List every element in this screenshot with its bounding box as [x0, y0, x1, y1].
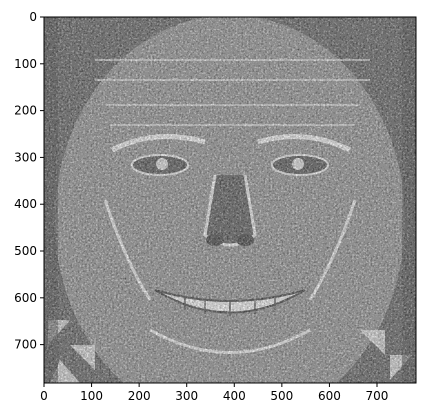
x-tick-label: 500: [270, 389, 293, 403]
x-tick-label: 400: [223, 389, 246, 403]
image-panel: [44, 17, 416, 383]
x-axis: 0 100 200 300 400 500 600 700: [40, 383, 388, 403]
x-tick-label: 700: [366, 389, 389, 403]
x-tick-label: 0: [40, 389, 48, 403]
y-tick-label: 600: [14, 291, 37, 305]
x-tick-label: 100: [80, 389, 103, 403]
y-tick-label: 400: [14, 197, 37, 211]
x-tick-label: 200: [128, 389, 151, 403]
y-tick-label: 700: [14, 338, 37, 352]
x-tick-label: 300: [175, 389, 198, 403]
y-tick-label: 100: [14, 57, 37, 71]
y-tick-label: 300: [14, 150, 37, 164]
y-tick-label: 200: [14, 104, 37, 118]
x-tick-label: 600: [318, 389, 341, 403]
y-axis: 0 100 200 300 400 500 600 700: [14, 10, 44, 352]
y-tick-label: 0: [29, 10, 37, 24]
axes-frame: [43, 16, 417, 384]
y-tick-label: 500: [14, 244, 37, 258]
